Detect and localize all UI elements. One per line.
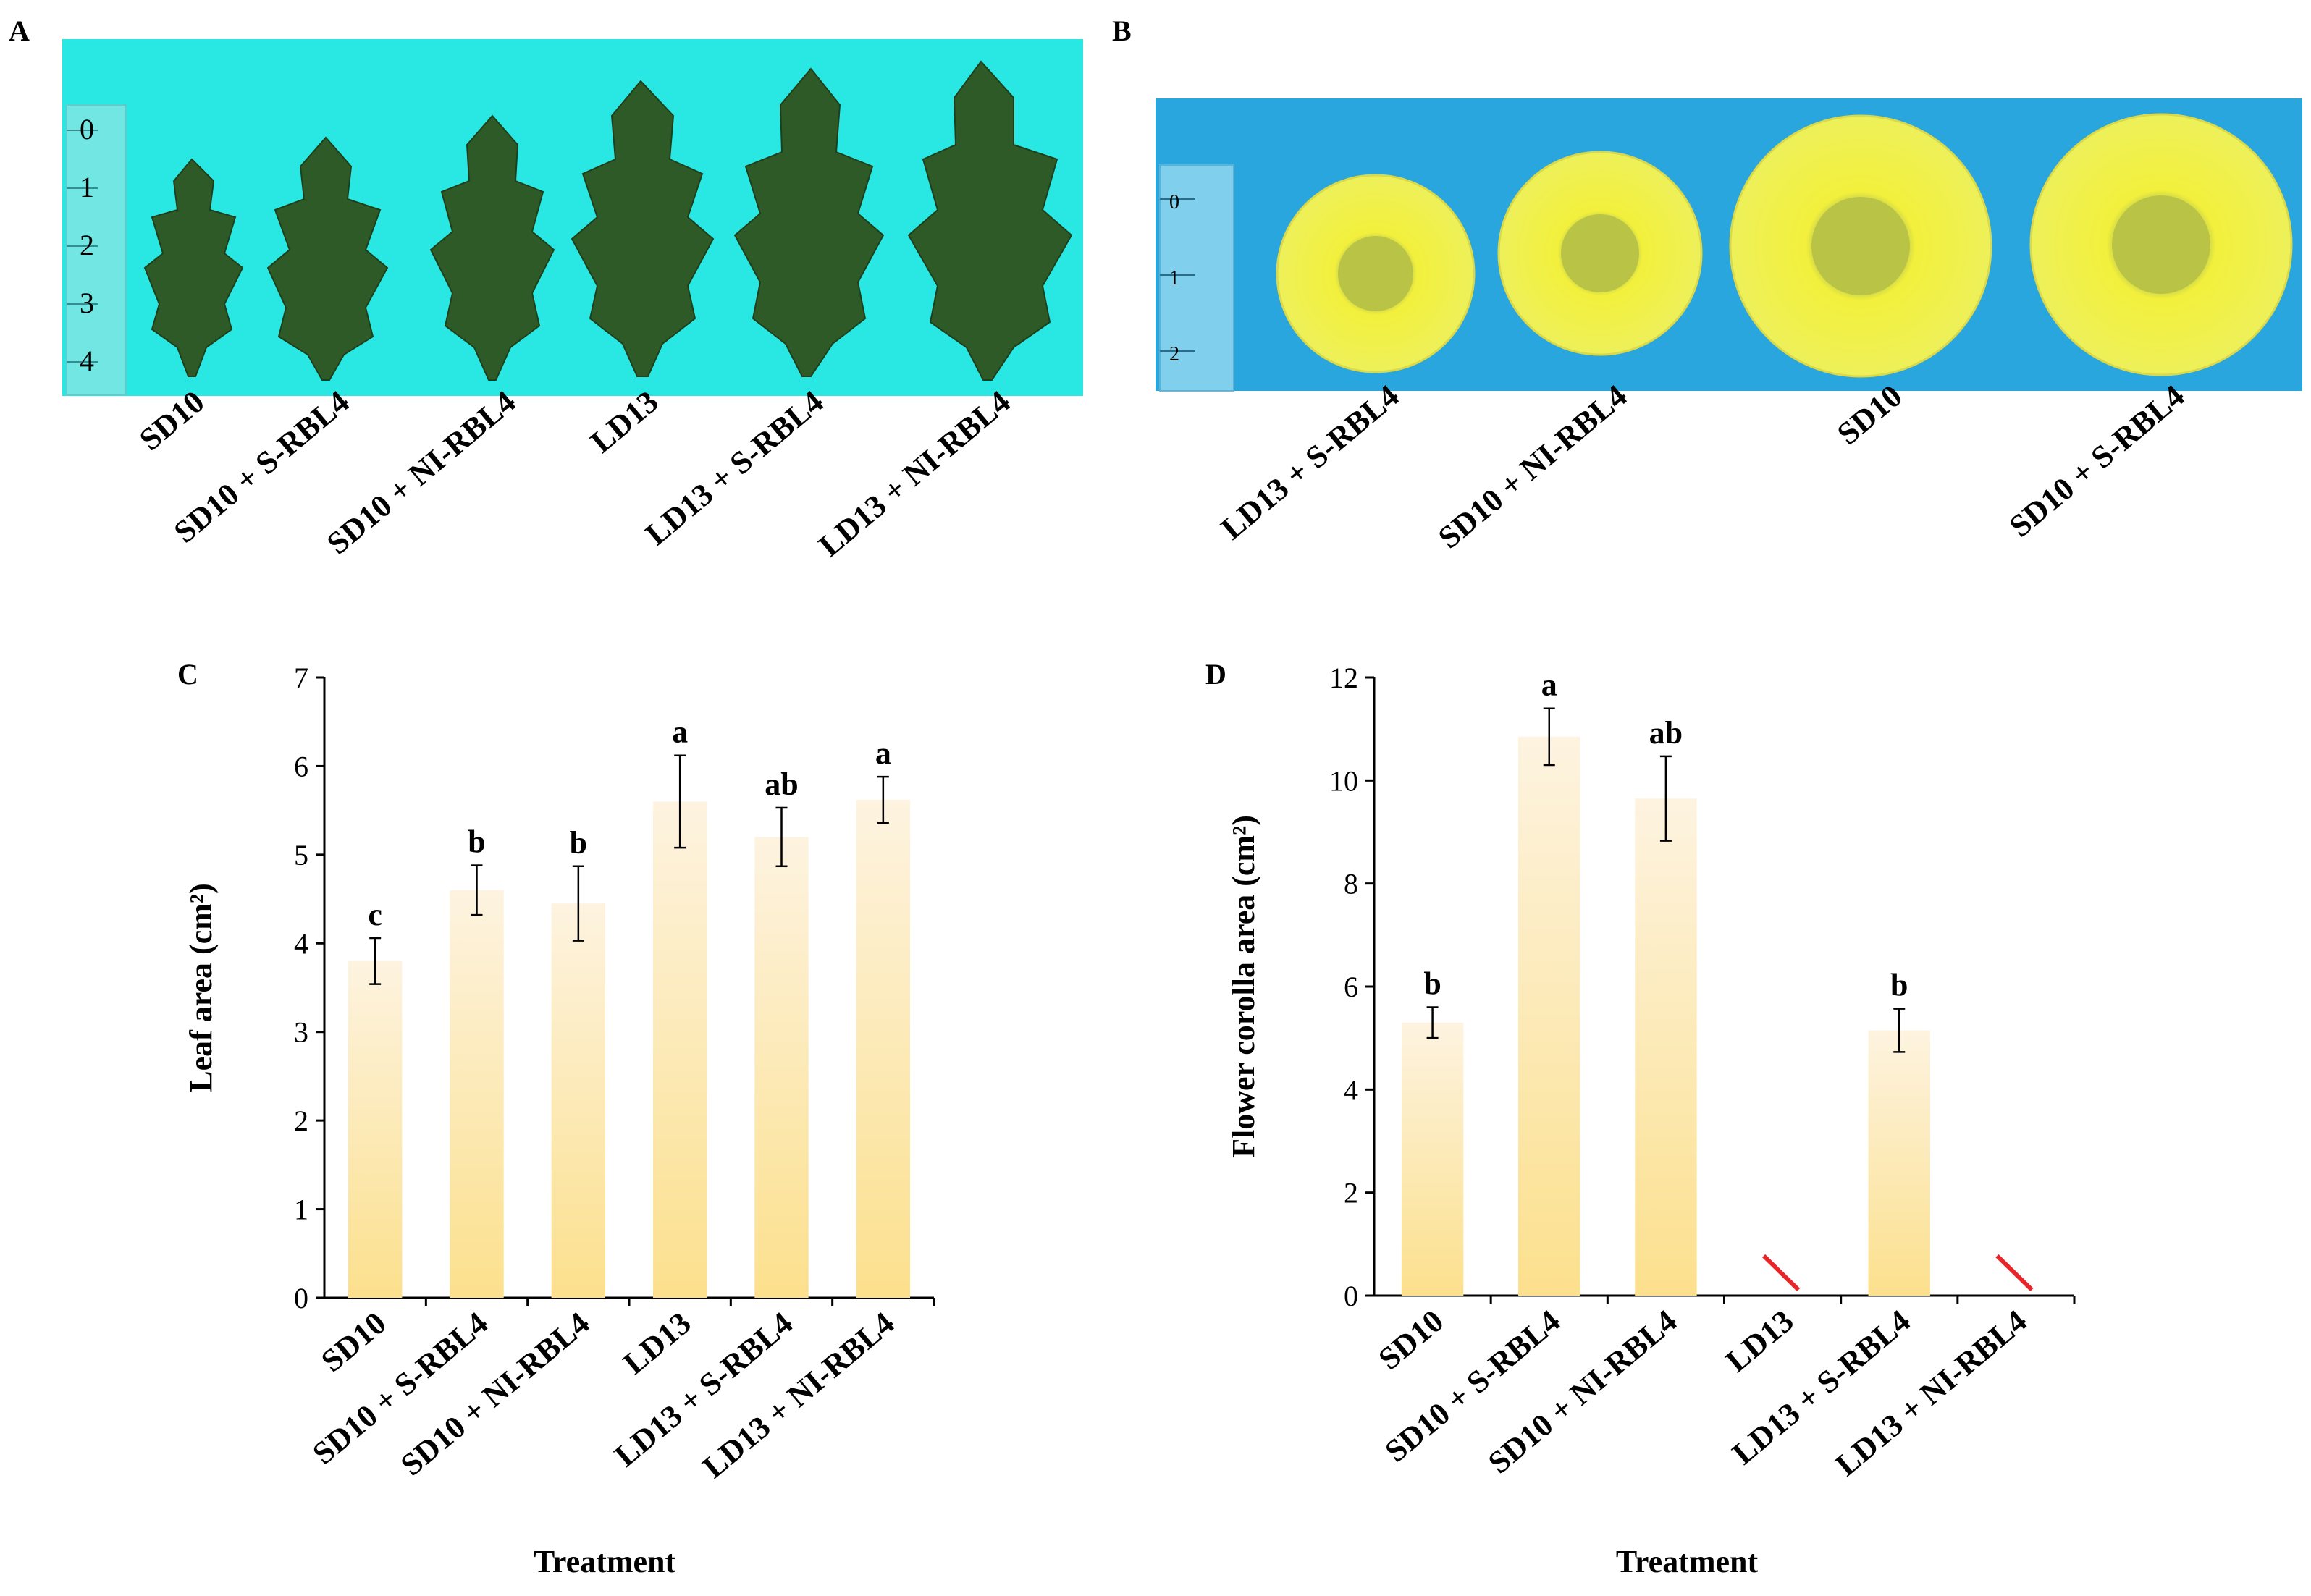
panel-letter-a: A [9, 14, 30, 47]
bar [1868, 1030, 1930, 1296]
ruler-a-tick: 3 [80, 287, 94, 319]
bar [1635, 798, 1697, 1296]
y-tick-label: 1 [294, 1194, 308, 1226]
y-tick-label: 4 [1344, 1073, 1358, 1106]
significance-letter: a [875, 735, 891, 771]
y-tick-label: 2 [294, 1105, 308, 1137]
flower-ld13-s-rbl4-center [1338, 236, 1413, 311]
x-axis-title: Treatment [534, 1544, 676, 1579]
no-data-marker [1995, 1254, 2034, 1292]
ruler-a-tick: 2 [80, 229, 94, 261]
y-tick-label: 6 [1344, 971, 1358, 1003]
y-axis-title: Leaf area (cm²) [183, 883, 219, 1092]
significance-letter: a [672, 714, 688, 750]
x-tick-label: SD10 [314, 1305, 392, 1379]
y-tick-label: 6 [294, 750, 308, 782]
leaf-ld13-s-rbl4 [733, 67, 885, 377]
significance-letter: b [1423, 966, 1441, 1001]
ruler-a-tick: 1 [80, 171, 94, 203]
y-tick-label: 10 [1329, 764, 1358, 797]
y-tick-label: 5 [294, 839, 308, 871]
leaves [143, 60, 1073, 381]
chart-leaf-area: 0 1 2 3 4 5 6 7 c SD10 b SD10 + S-RBL4 b SD10 + NI-RB… [183, 662, 935, 1579]
flower-label: SD10 + S-RBL4 [2003, 378, 2191, 544]
ruler-b-tick: 0 [1169, 191, 1179, 214]
ruler-b: 0 1 2 [1159, 164, 1234, 392]
y-tick-label: 2 [1344, 1177, 1358, 1209]
bar [1518, 736, 1580, 1296]
panel-letter-c: C [177, 658, 198, 691]
bar [856, 799, 911, 1298]
leaf-label: LD13 + S-RBL4 [639, 384, 830, 552]
y-tick-label: 0 [294, 1282, 308, 1314]
x-tick-label: LD13 [1719, 1303, 1800, 1379]
ruler-a-tick: 4 [80, 345, 94, 377]
bar [1401, 1022, 1464, 1296]
x-tick-label: LD13 [617, 1305, 698, 1381]
leaf-ld13 [571, 80, 715, 377]
x-tick-label: SD10 + NI-RBL4 [394, 1305, 596, 1482]
y-tick-label: 8 [1344, 868, 1358, 900]
flower-sd10-ni-rbl4-center [1561, 214, 1639, 292]
ruler-a-tick: 0 [80, 113, 94, 145]
bar [551, 903, 606, 1298]
no-data-marker [1761, 1254, 1801, 1292]
leaf-ld13-ni-rbl4 [907, 60, 1073, 381]
panel-letter-d: D [1205, 658, 1226, 691]
significance-letter: b [1890, 968, 1908, 1003]
x-tick-label: SD10 [1372, 1303, 1450, 1377]
x-tick-label: LD13 + NI-RBL4 [1829, 1303, 2034, 1483]
leaf-label: LD13 + NI-RBL4 [812, 384, 1017, 564]
flower-sd10-center [1811, 197, 1910, 295]
leaf-sd10-ni-rbl4 [429, 114, 555, 381]
significance-letter: b [570, 825, 587, 861]
x-tick-label: LD13 + S-RBL4 [608, 1305, 799, 1474]
ruler-b-tick: 1 [1169, 267, 1179, 290]
flower-sd10-s-rbl4-center [2112, 195, 2210, 294]
bar [450, 890, 504, 1298]
ruler-a: 0 1 2 3 4 [66, 104, 127, 395]
y-tick-label: 0 [1344, 1280, 1358, 1312]
significance-letter: a [1541, 667, 1557, 703]
significance-letter: ab [765, 767, 798, 802]
flowers [1276, 113, 2293, 378]
leaf-sd10-s-rbl4 [266, 136, 389, 381]
flower-label: LD13 + S-RBL4 [1214, 378, 1405, 546]
ruler-b-tick: 2 [1169, 343, 1179, 366]
y-tick-label: 12 [1329, 662, 1358, 694]
bar [652, 801, 707, 1298]
panel-a: A 0 1 2 3 4 SD10 SD10 + S-RBL4 [9, 14, 1083, 564]
panel-letter-b: B [1112, 14, 1132, 47]
y-tick-label: 7 [294, 662, 308, 694]
bar [754, 837, 809, 1298]
x-axis-title: Treatment [1616, 1544, 1759, 1579]
bar [348, 960, 403, 1298]
y-axis-title: Flower corolla area (cm²) [1226, 815, 1261, 1158]
significance-letter: c [368, 897, 382, 932]
significance-letter: ab [1649, 715, 1683, 751]
panel-b: B 0 1 2 LD13 + S-RBL4 SD10 + NI-RBL4 SD1… [1112, 14, 2302, 556]
y-tick-label: 4 [294, 927, 308, 960]
leaf-sd10 [143, 158, 244, 377]
flower-label: SD10 + NI-RBL4 [1431, 378, 1633, 555]
x-tick-label: SD10 + S-RBL4 [306, 1305, 494, 1472]
y-tick-label: 3 [294, 1016, 308, 1049]
significance-letter: b [468, 824, 485, 860]
